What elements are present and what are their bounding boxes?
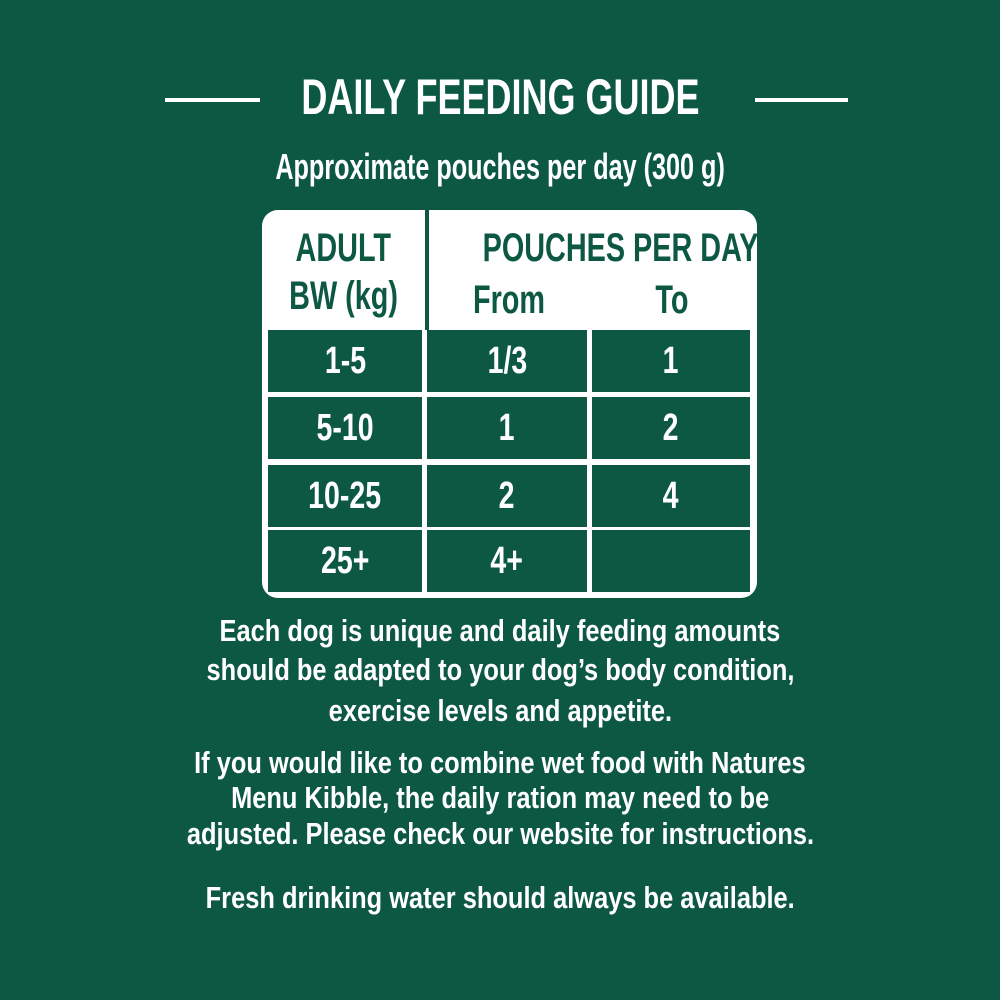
- page-title-text: DAILY FEEDING GUIDE: [300, 69, 700, 125]
- cell-value: 2: [499, 474, 515, 517]
- paragraph-2-line: If you would like to combine wet food wi…: [0, 745, 1000, 781]
- table-cell-from: 4+: [427, 530, 587, 592]
- table-cell-from: 2: [427, 465, 587, 527]
- cell-value: 1: [663, 339, 679, 382]
- page-title: DAILY FEEDING GUIDE: [0, 68, 1000, 126]
- cell-value: 10-25: [308, 474, 382, 517]
- subtitle: Approximate pouches per day (300 g): [0, 146, 1000, 188]
- table-cell-bw: 10-25: [268, 465, 422, 527]
- header-adult: ADULT: [295, 226, 392, 270]
- paragraph-text: exercise levels and appetite.: [328, 693, 672, 728]
- paragraph-text: Fresh drinking water should always be av…: [205, 880, 795, 915]
- paragraph-2-line: adjusted. Please check our website for i…: [0, 816, 1000, 852]
- table-cell-to: 1: [592, 330, 750, 392]
- header-to: To: [655, 278, 689, 322]
- paragraph-text: If you would like to combine wet food wi…: [194, 745, 806, 780]
- header-divider: [425, 210, 429, 330]
- header-pouches-per-day: POUCHES PER DAY: [482, 226, 759, 270]
- paragraph-text: adjusted. Please check our website for i…: [186, 816, 814, 851]
- cell-value: 2: [663, 406, 679, 449]
- cell-value: 1: [499, 406, 515, 449]
- paragraph-1-line: Each dog is unique and daily feeding amo…: [0, 613, 1000, 649]
- paragraph-text: Each dog is unique and daily feeding amo…: [219, 613, 781, 648]
- table-cell-from: 1/3: [427, 330, 587, 392]
- header-from: From: [473, 278, 545, 322]
- table-cell-bw: 1-5: [268, 330, 422, 392]
- cell-value: 25+: [320, 539, 370, 582]
- table-cell-to: 2: [592, 397, 750, 459]
- table-cell-bw: 5-10: [268, 397, 422, 459]
- header-bw: BW (kg): [289, 274, 398, 318]
- subtitle-text: Approximate pouches per day (300 g): [275, 146, 725, 187]
- table-cell-from: 1: [427, 397, 587, 459]
- title-rule-left: [165, 98, 260, 102]
- title-rule-right: [755, 98, 848, 102]
- paragraph-2-line: Menu Kibble, the daily ration may need t…: [0, 780, 1000, 816]
- feeding-table: ADULT BW (kg) POUCHES PER DAY From To 1-…: [262, 210, 759, 598]
- cell-value: 4+: [490, 539, 524, 582]
- paragraph-1-line: exercise levels and appetite.: [0, 693, 1000, 729]
- table-cell-to: [592, 530, 750, 592]
- cell-value: 1/3: [487, 339, 527, 382]
- table-cell-bw: 25+: [268, 530, 422, 592]
- cell-value: 1-5: [324, 339, 366, 382]
- paragraph-text: should be adapted to your dog’s body con…: [206, 652, 794, 687]
- paragraph-text: Menu Kibble, the daily ration may need t…: [230, 780, 770, 815]
- paragraph-1-line: should be adapted to your dog’s body con…: [0, 652, 1000, 688]
- table-cell-to: 4: [592, 465, 750, 527]
- cell-value: 4: [663, 474, 679, 517]
- paragraph-3-line: Fresh drinking water should always be av…: [0, 880, 1000, 916]
- cell-value: 5-10: [316, 406, 374, 449]
